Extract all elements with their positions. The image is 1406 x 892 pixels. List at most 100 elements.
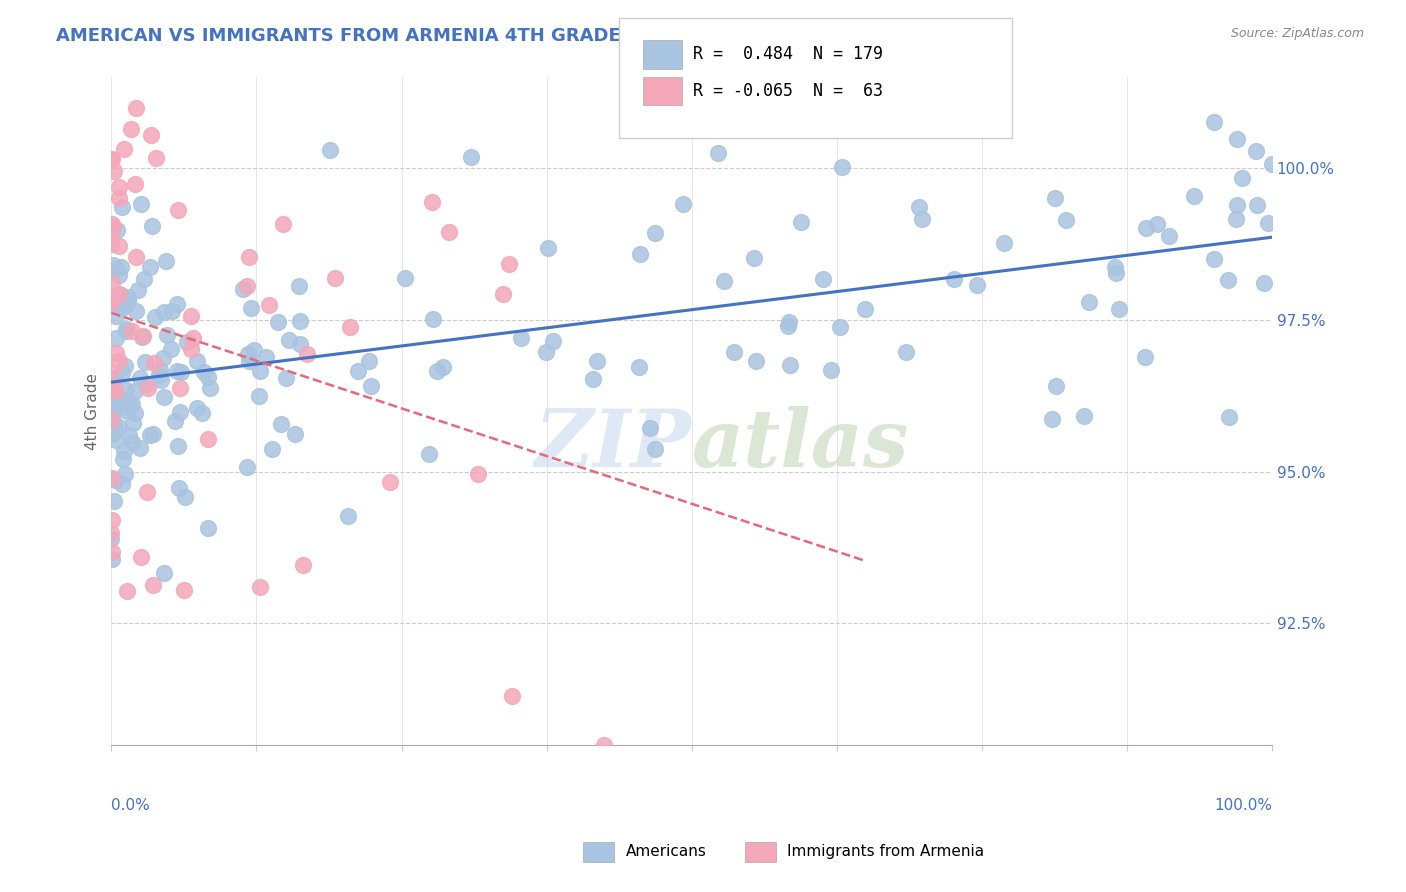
Point — [101, 544, 124, 558]
Point — [380, 475, 402, 489]
Point — [166, 202, 188, 217]
Point — [111, 367, 134, 381]
Point — [1133, 350, 1156, 364]
Point — [160, 304, 183, 318]
Point — [100, 552, 122, 566]
Point — [103, 405, 125, 419]
Text: R = -0.065  N =  63: R = -0.065 N = 63 — [693, 82, 883, 100]
Point — [114, 142, 136, 156]
Point — [107, 180, 129, 194]
Point — [270, 417, 292, 432]
Point — [169, 405, 191, 419]
Point — [1104, 260, 1126, 274]
Point — [103, 494, 125, 508]
Point — [143, 310, 166, 324]
Point — [131, 197, 153, 211]
Point — [108, 190, 131, 204]
Point — [536, 344, 558, 359]
Point — [235, 278, 257, 293]
Point — [166, 296, 188, 310]
Point — [110, 396, 132, 410]
Point — [114, 359, 136, 374]
Point — [114, 384, 136, 398]
Point — [115, 583, 138, 598]
Point — [100, 152, 122, 166]
Point — [394, 271, 416, 285]
Point — [247, 389, 270, 403]
Point — [894, 345, 917, 359]
Point — [103, 382, 125, 396]
Point — [1157, 229, 1180, 244]
Point — [1108, 302, 1130, 317]
Point — [186, 401, 208, 416]
Point — [1216, 273, 1239, 287]
Text: R =  0.484  N = 179: R = 0.484 N = 179 — [693, 45, 883, 63]
Point — [288, 313, 311, 327]
Point — [107, 354, 129, 368]
Point — [108, 287, 131, 301]
Point — [139, 428, 162, 442]
Point — [422, 312, 444, 326]
Point — [460, 150, 482, 164]
Point — [167, 439, 190, 453]
Point — [153, 305, 176, 319]
Point — [173, 583, 195, 598]
Point — [127, 283, 149, 297]
Point — [942, 272, 965, 286]
Point — [142, 356, 165, 370]
Point — [254, 351, 277, 365]
Point — [169, 481, 191, 495]
Point — [169, 381, 191, 395]
Point — [1246, 198, 1268, 212]
Point — [104, 331, 127, 345]
Point — [778, 315, 800, 329]
Point — [166, 364, 188, 378]
Point — [120, 122, 142, 136]
Text: 100.0%: 100.0% — [1213, 798, 1272, 813]
Point — [103, 419, 125, 434]
Point — [145, 151, 167, 165]
Point — [125, 304, 148, 318]
Point — [492, 286, 515, 301]
Point — [593, 738, 616, 752]
Point — [100, 396, 122, 410]
Point — [644, 442, 666, 456]
Point — [101, 293, 124, 307]
Y-axis label: 4th Grade: 4th Grade — [86, 373, 100, 450]
Point — [1135, 221, 1157, 235]
Point — [135, 376, 157, 391]
Point — [155, 253, 177, 268]
Point — [124, 384, 146, 399]
Point — [129, 549, 152, 564]
Text: Source: ZipAtlas.com: Source: ZipAtlas.com — [1230, 27, 1364, 40]
Point — [170, 365, 193, 379]
Point — [136, 381, 159, 395]
Point — [1260, 157, 1282, 171]
Point — [432, 360, 454, 375]
Point — [510, 331, 533, 345]
Point — [101, 259, 124, 273]
Point — [174, 490, 197, 504]
Point — [249, 364, 271, 378]
Point — [118, 396, 141, 410]
Point — [1226, 132, 1249, 146]
Point — [180, 310, 202, 324]
Point — [124, 177, 146, 191]
Point — [627, 360, 650, 375]
Point — [125, 101, 148, 115]
Point — [100, 217, 122, 231]
Point — [1073, 409, 1095, 423]
Point — [100, 532, 122, 546]
Point — [159, 342, 181, 356]
Point — [1257, 216, 1279, 230]
Point — [134, 272, 156, 286]
Point — [100, 237, 122, 252]
Point — [101, 396, 124, 410]
Point — [190, 406, 212, 420]
Point — [1202, 114, 1225, 128]
Point — [193, 365, 215, 379]
Point — [418, 447, 440, 461]
Point — [100, 294, 122, 309]
Point — [257, 298, 280, 312]
Point — [672, 197, 695, 211]
